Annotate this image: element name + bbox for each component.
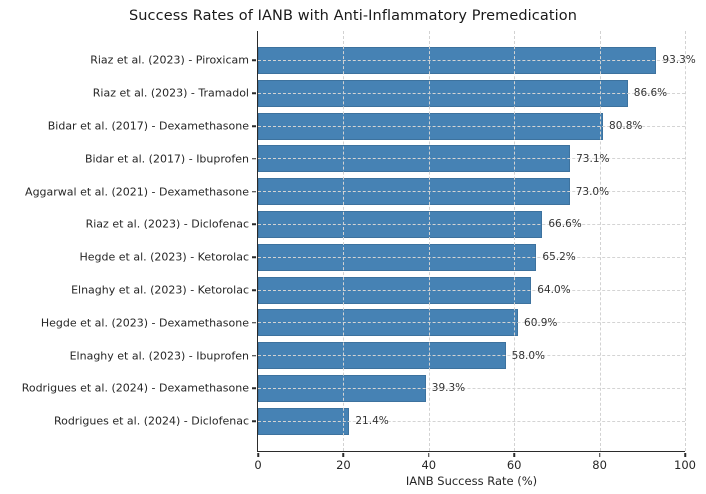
- vertical-gridline: [685, 31, 686, 451]
- x-tick-label: 80: [592, 458, 607, 472]
- value-label: 58.0%: [511, 349, 546, 362]
- value-label: 39.3%: [431, 382, 466, 395]
- x-tick-mark: [428, 452, 430, 457]
- category-label: Rodrigues et al. (2024) - Diclofenac: [53, 414, 249, 428]
- vertical-gridline: [599, 31, 601, 451]
- horizontal-gridline: [258, 92, 685, 94]
- category-label: Riaz et al. (2023) - Piroxicam: [90, 53, 249, 67]
- bar-row: Riaz et al. (2023) - Tramadol 86.6%: [93, 77, 685, 110]
- value-label: 65.2%: [542, 251, 576, 264]
- bar-row: Bidar et al. (2017) - Ibuprofen 73.1%: [85, 143, 685, 176]
- y-tick-mark: [251, 190, 256, 193]
- value-label: 73.0%: [575, 185, 610, 198]
- x-tick-mark: [513, 452, 515, 457]
- value-label: 60.9%: [524, 316, 558, 329]
- category-label: Riaz et al. (2023) - Tramadol: [92, 86, 249, 100]
- bar-row: Hegde et al. (2023) - Dexamethasone 60.9%: [41, 307, 685, 340]
- x-tick-mark: [598, 452, 601, 457]
- category-label: Bidar et al. (2017) - Dexamethasone: [47, 119, 249, 133]
- horizontal-gridline: [258, 387, 685, 389]
- value-label: 21.4%: [355, 415, 389, 428]
- category-label: Bidar et al. (2017) - Ibuprofen: [84, 152, 249, 166]
- bar-row: Riaz et al. (2023) - Piroxicam 93.3%: [90, 44, 696, 77]
- x-tick-label: 40: [421, 458, 437, 472]
- category-label: Hegde et al. (2023) - Dexamethasone: [40, 316, 249, 330]
- x-tick-mark: [684, 452, 686, 457]
- bar-row: Elnaghy et al. (2023) - Ibuprofen 58.0%: [70, 339, 685, 372]
- y-tick-mark: [251, 158, 256, 160]
- horizontal-gridline: [258, 256, 685, 258]
- x-tick-mark: [257, 452, 259, 457]
- value-label: 80.8%: [609, 120, 643, 133]
- y-tick-mark: [251, 125, 256, 127]
- vertical-gridline: [343, 31, 345, 451]
- bar-row: Elnaghy et al. (2023) - Ketorolac 64.0%: [71, 274, 685, 307]
- y-tick-mark: [251, 420, 256, 423]
- horizontal-gridline: [258, 289, 685, 291]
- horizontal-gridline: [258, 59, 685, 61]
- value-label: 73.1%: [576, 152, 610, 165]
- x-tick-label: 60: [506, 458, 522, 472]
- y-tick-mark: [251, 256, 256, 259]
- horizontal-gridline: [258, 355, 685, 357]
- y-tick-mark: [251, 354, 256, 357]
- chart-title: Success Rates of IANB with Anti-Inflamma…: [128, 8, 578, 24]
- horizontal-gridline: [258, 322, 685, 324]
- value-label: 93.3%: [662, 54, 696, 67]
- x-tick-label: 20: [336, 458, 351, 472]
- category-label: Hegde et al. (2023) - Ketorolac: [79, 250, 249, 264]
- y-tick-mark: [251, 387, 256, 390]
- bar-row: Bidar et al. (2017) - Dexamethasone 80.8%: [48, 110, 685, 143]
- bar-row: Hegde et al. (2023) - Ketorolac 65.2%: [79, 241, 685, 274]
- x-tick-label: 100: [674, 458, 696, 472]
- category-label: Riaz et al. (2023) - Diclofenac: [85, 217, 249, 231]
- vertical-gridline: [428, 31, 430, 451]
- category-label: Elnaghy et al. (2023) - Ketorolac: [71, 283, 249, 297]
- horizontal-gridline: [258, 125, 685, 127]
- bar-row: Aggarwal et al. (2021) - Dexamethasone 73…: [25, 175, 685, 208]
- y-tick-mark: [251, 92, 256, 95]
- x-axis-label: IANB Success Rate (%): [405, 474, 538, 488]
- x-tick-mark: [342, 452, 345, 457]
- y-tick-mark: [251, 322, 256, 324]
- y-tick-mark: [251, 223, 256, 226]
- bar-row: Riaz et al. (2023) - Diclofenac 66.6%: [86, 208, 685, 241]
- category-label: Elnaghy et al. (2023) - Ibuprofen: [69, 349, 249, 363]
- y-tick-mark: [251, 59, 256, 62]
- vertical-gridline: [514, 31, 516, 451]
- horizontal-gridline: [258, 158, 685, 160]
- y-tick-mark: [251, 289, 256, 291]
- plot-area: Riaz et al. (2023) - Piroxicam 93.3% Riaz …: [22, 31, 696, 488]
- horizontal-gridline: [258, 420, 685, 422]
- horizontal-gridline: [258, 191, 685, 193]
- horizontal-gridline: [258, 223, 685, 225]
- x-tick-label: 0: [254, 458, 262, 472]
- value-label: 64.0%: [537, 284, 571, 297]
- category-label: Rodrigues et al. (2024) - Dexamethasone: [21, 381, 249, 395]
- category-label: Aggarwal et al. (2021) - Dexamethasone: [25, 185, 249, 199]
- value-label: 66.6%: [548, 218, 582, 231]
- value-label: 86.6%: [633, 87, 668, 100]
- bar-row: Rodrigues et al. (2024) - Dexamethasone 3…: [22, 372, 685, 405]
- bar-row: Rodrigues et al. (2024) - Diclofenac 21.4…: [54, 405, 685, 438]
